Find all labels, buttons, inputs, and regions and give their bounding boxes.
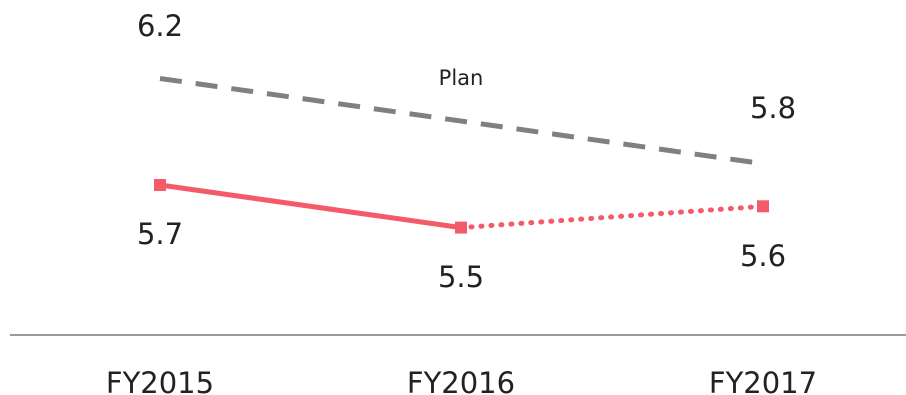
actual-marker-fy2015 <box>154 179 166 191</box>
actual-line-solid <box>159 182 462 231</box>
actual-data-label: 5.6 <box>740 239 786 273</box>
actual-marker-fy2017 <box>757 200 769 213</box>
plan-line <box>159 76 764 167</box>
data-label-layer: Plan 6.2 5.8 5.7 5.5 5.6 <box>137 9 796 294</box>
plan-data-label: 5.8 <box>750 91 796 125</box>
actual-marker-fy2016 <box>455 221 467 234</box>
actual-data-label: 5.7 <box>137 217 183 251</box>
actual-data-label: 5.5 <box>438 260 484 294</box>
category-axis: FY2015 FY2016 FY2017 <box>106 366 817 395</box>
plan-series-label: Plan <box>439 66 484 90</box>
actual-line-dotted <box>458 203 766 231</box>
plan-data-label: 6.2 <box>137 9 183 43</box>
category-label: FY2015 <box>106 366 214 395</box>
category-label: FY2017 <box>709 366 817 395</box>
series-layer <box>154 76 769 234</box>
category-label: FY2016 <box>407 366 515 395</box>
